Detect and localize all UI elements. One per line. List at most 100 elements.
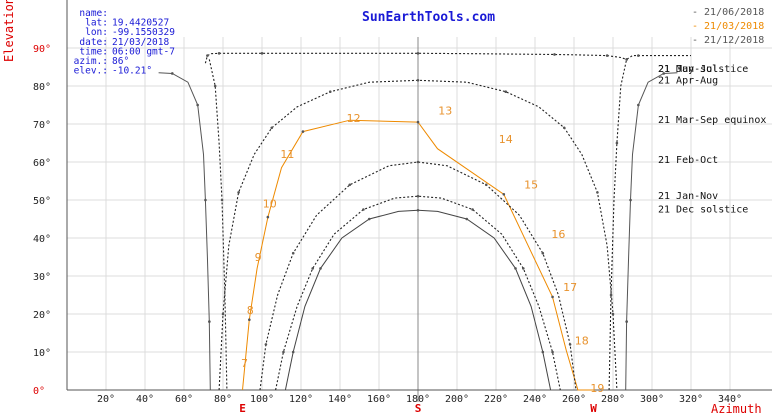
hour-marker xyxy=(551,295,554,299)
hour-marker xyxy=(217,52,221,55)
hour-label: 14 xyxy=(499,133,513,146)
x-tick-label: 200° xyxy=(445,394,469,405)
curve-label: 21 Feb-Oct xyxy=(658,155,718,166)
hour-marker xyxy=(471,208,474,211)
curve-label: 21 Jun solstice xyxy=(658,64,748,75)
x-tick-label: 260° xyxy=(562,394,586,405)
y-tick-label: 90° xyxy=(33,44,51,55)
hour-marker xyxy=(541,350,545,354)
x-tick-label: 100° xyxy=(250,394,274,405)
hour-marker xyxy=(502,193,506,196)
hour-label: 10 xyxy=(263,198,277,211)
curve-label: 21 Dec solstice xyxy=(658,205,748,216)
hour-marker xyxy=(367,217,371,221)
hour-marker xyxy=(221,312,225,316)
hour-marker xyxy=(615,141,619,145)
curve-label: 21 Apr-Aug xyxy=(658,75,718,86)
hour-marker xyxy=(416,194,420,198)
hour-marker xyxy=(282,350,285,354)
info-label: lat: xyxy=(85,18,108,29)
hour-marker xyxy=(213,84,217,88)
y-tick-labels: 0° 10° 20° 30° 40° 50° 60° 70° 80° 90° xyxy=(33,44,51,397)
hour-marker xyxy=(551,350,554,354)
hour-marker xyxy=(662,72,665,75)
hour-marker xyxy=(465,217,469,221)
hour-label: 16 xyxy=(551,228,565,241)
hour-marker xyxy=(522,267,525,270)
info-label: elev.: xyxy=(74,66,108,77)
hour-marker xyxy=(416,208,420,212)
info-value: 86° xyxy=(112,56,129,67)
hour-marker xyxy=(220,198,224,202)
hour-label: 8 xyxy=(247,304,254,317)
hour-marker xyxy=(237,191,240,194)
hour-label: 19 xyxy=(590,382,604,395)
sun-path-curve xyxy=(208,59,228,391)
hour-label: 17 xyxy=(563,281,577,294)
y-tick-label: 10° xyxy=(33,348,51,359)
hour-marker xyxy=(362,208,365,211)
hour-marker xyxy=(553,53,556,56)
location-info: name:lat: 19.4420527 lon: -99.1550329 date: 2… xyxy=(74,8,176,77)
hour-label: 15 xyxy=(524,179,538,192)
date-legend: - 21/06/2018 - 21/03/2018 - 21/12/2018 xyxy=(692,7,764,46)
sun-path-curves xyxy=(158,52,691,391)
legend-entry: - 21/06/2018 xyxy=(692,7,764,18)
x-axis-title: Azimuth xyxy=(711,402,762,416)
hour-marker xyxy=(416,52,420,55)
hour-marker xyxy=(248,318,251,322)
grid xyxy=(66,0,772,402)
hour-marker xyxy=(204,198,207,202)
x-tick-label: 20° xyxy=(97,394,115,405)
hour-marker xyxy=(504,90,508,93)
curve-label: 21 May-Jul xyxy=(658,64,718,75)
hour-marker xyxy=(301,130,305,133)
info-label: lon: xyxy=(85,27,108,38)
y-tick-label: 70° xyxy=(33,120,51,131)
info-label: time: xyxy=(79,46,108,57)
cardinal-label: E xyxy=(239,402,246,415)
x-tick-label: 60° xyxy=(175,394,193,405)
hour-marker xyxy=(328,90,332,93)
curve-label: 21 Jan-Nov xyxy=(658,191,718,202)
hour-marker xyxy=(637,103,640,107)
hour-marker xyxy=(291,350,295,354)
hour-marker xyxy=(196,103,199,107)
hour-marker xyxy=(625,320,628,323)
x-tick-label: 320° xyxy=(679,394,703,405)
hour-marker xyxy=(562,126,566,130)
hour-marker xyxy=(266,215,270,219)
hour-marker xyxy=(629,198,632,202)
sun-path-curve xyxy=(242,119,594,391)
hour-marker xyxy=(206,54,209,57)
legend-entry: - 21/03/2018 xyxy=(692,21,764,32)
hour-label: 12 xyxy=(347,112,361,125)
sun-path-curve xyxy=(259,161,577,391)
x-tick-labels: 20° 40° 60° 80° 100° 120° 140° 160° 180° 200° 220°… xyxy=(97,394,742,405)
y-tick-label: 60° xyxy=(33,158,51,169)
hour-marker xyxy=(484,183,488,187)
hour-marker xyxy=(208,320,211,323)
sun-path-curve xyxy=(275,195,561,391)
x-tick-label: 180° xyxy=(406,394,430,405)
hour-marker xyxy=(637,54,640,57)
hour-marker xyxy=(270,126,274,130)
info-label: date: xyxy=(79,37,108,48)
hour-marker xyxy=(319,267,322,270)
x-tick-label: 80° xyxy=(214,394,232,405)
hour-label: 18 xyxy=(575,334,589,347)
hour-marker xyxy=(416,79,420,82)
info-value: -10.21° xyxy=(112,66,152,77)
cardinal-label: W xyxy=(590,402,597,415)
y-tick-label: 80° xyxy=(33,82,51,93)
legend-entry: - 21/12/2018 xyxy=(692,35,764,46)
x-tick-label: 280° xyxy=(601,394,625,405)
hour-marker xyxy=(609,293,613,297)
hour-marker xyxy=(291,251,295,255)
x-tick-label: 160° xyxy=(367,394,391,405)
sun-path-curve xyxy=(158,72,211,391)
hour-marker xyxy=(568,343,572,346)
hour-marker xyxy=(605,54,609,57)
